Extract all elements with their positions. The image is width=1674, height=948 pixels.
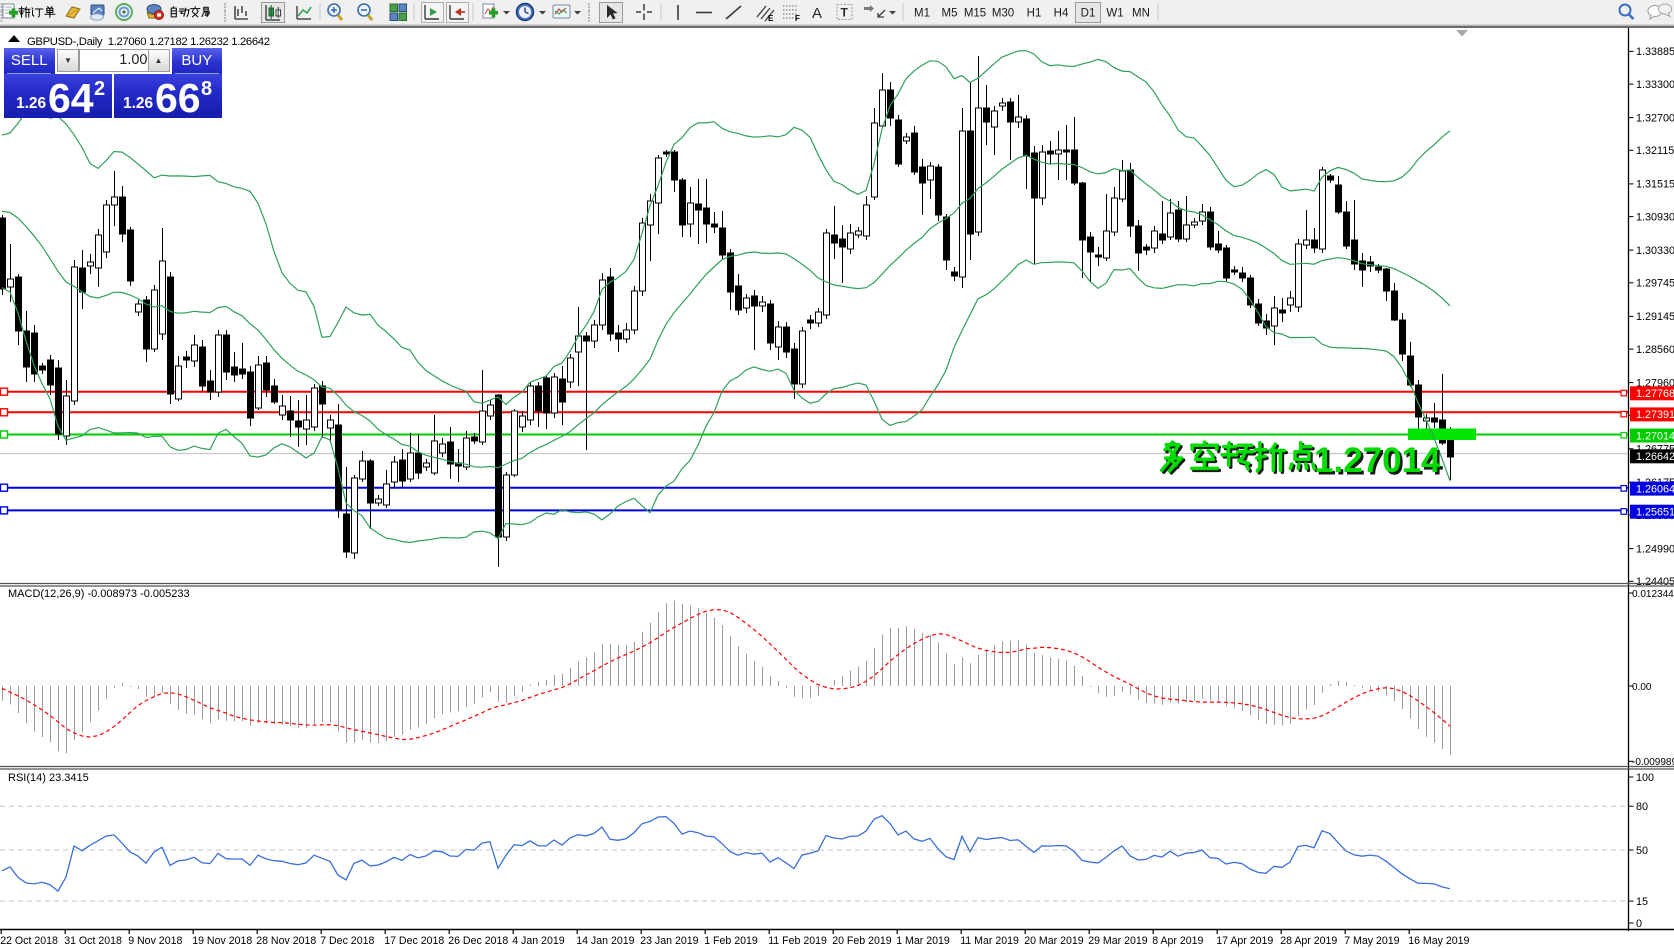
svg-text:20 Feb 2019: 20 Feb 2019	[832, 935, 892, 947]
svg-text:0.00: 0.00	[1632, 682, 1652, 693]
svg-text:1.30930: 1.30930	[1636, 211, 1674, 223]
svg-text:1 Mar 2019: 1 Mar 2019	[896, 935, 950, 947]
svg-text:23 Jan 2019: 23 Jan 2019	[640, 935, 698, 947]
svg-text:1.27768: 1.27768	[1636, 388, 1674, 400]
svg-text:A: A	[812, 5, 822, 22]
svg-text:9 Nov 2018: 9 Nov 2018	[128, 935, 182, 947]
svg-text:4 Jan 2019: 4 Jan 2019	[512, 935, 565, 947]
svg-text:1.33300: 1.33300	[1636, 79, 1674, 91]
svg-text:1.29145: 1.29145	[1636, 311, 1674, 323]
svg-text:GBPUSD-,Daily 1.27060 1.27182: GBPUSD-,Daily 1.27060 1.27182 1.26232 1.…	[27, 36, 270, 48]
svg-text:H4: H4	[1054, 8, 1069, 20]
svg-text:100: 100	[1636, 772, 1654, 784]
svg-text:1.29745: 1.29745	[1636, 278, 1674, 290]
svg-text:1.27014: 1.27014	[1317, 444, 1444, 483]
svg-text:MN: MN	[1132, 8, 1150, 20]
svg-text:80: 80	[1636, 801, 1648, 813]
svg-text:M30: M30	[992, 8, 1014, 20]
svg-text:20 Mar 2019: 20 Mar 2019	[1024, 935, 1084, 947]
svg-text:0: 0	[1636, 918, 1642, 930]
svg-text:31 Oct 2018: 31 Oct 2018	[64, 935, 122, 947]
svg-text:F: F	[795, 14, 800, 23]
svg-text:H1: H1	[1027, 8, 1042, 20]
svg-text:T: T	[841, 6, 849, 20]
svg-text:1 Feb 2019: 1 Feb 2019	[704, 935, 758, 947]
svg-text:1.27391: 1.27391	[1636, 409, 1674, 421]
svg-text:1.31515: 1.31515	[1636, 179, 1674, 191]
svg-text:1.24990: 1.24990	[1636, 543, 1674, 555]
svg-text:RSI(14) 23.3415: RSI(14) 23.3415	[8, 772, 89, 784]
svg-text:11 Mar 2019: 11 Mar 2019	[960, 935, 1019, 947]
svg-text:1.32700: 1.32700	[1636, 112, 1674, 124]
svg-text:1.27014: 1.27014	[1314, 441, 1441, 480]
svg-text:1.33885: 1.33885	[1636, 46, 1674, 58]
svg-text:17 Apr 2019: 17 Apr 2019	[1216, 935, 1273, 947]
svg-text:16 May 2019: 16 May 2019	[1408, 935, 1469, 947]
svg-text:1.26064: 1.26064	[1636, 483, 1674, 495]
svg-text:22 Oct 2018: 22 Oct 2018	[0, 935, 58, 947]
svg-text:14 Jan 2019: 14 Jan 2019	[576, 935, 634, 947]
svg-text:1.27014: 1.27014	[1636, 430, 1674, 442]
svg-text:MACD(12,26,9) -0.008973 -0.005: MACD(12,26,9) -0.008973 -0.005233	[8, 588, 190, 600]
svg-text:15: 15	[1636, 896, 1648, 908]
svg-text:E: E	[768, 14, 774, 23]
svg-text:8 Apr 2019: 8 Apr 2019	[1152, 935, 1203, 947]
svg-text:D1: D1	[1081, 8, 1096, 20]
svg-text:19 Nov 2018: 19 Nov 2018	[192, 935, 252, 947]
svg-text:W1: W1	[1106, 8, 1123, 20]
svg-text:1.30330: 1.30330	[1636, 245, 1674, 257]
svg-text:26 Dec 2018: 26 Dec 2018	[448, 935, 508, 947]
svg-text:50: 50	[1636, 845, 1648, 857]
svg-text:28 Nov 2018: 28 Nov 2018	[256, 935, 316, 947]
svg-text:1.32115: 1.32115	[1636, 145, 1674, 157]
svg-text:1.26642: 1.26642	[1636, 451, 1674, 463]
svg-text:29 Mar 2019: 29 Mar 2019	[1088, 935, 1148, 947]
svg-text:M1: M1	[914, 8, 930, 20]
svg-text:0.012344: 0.012344	[1632, 589, 1674, 600]
svg-text:7 May 2019: 7 May 2019	[1344, 935, 1399, 947]
svg-text:1.28560: 1.28560	[1636, 344, 1674, 356]
svg-text:1.24405: 1.24405	[1636, 576, 1674, 588]
svg-text:M15: M15	[964, 8, 986, 20]
svg-text:-0.009989: -0.009989	[1632, 757, 1674, 768]
svg-text:7 Dec 2018: 7 Dec 2018	[320, 935, 374, 947]
svg-text:1.25651: 1.25651	[1636, 507, 1674, 519]
svg-text:11 Feb 2019: 11 Feb 2019	[768, 935, 827, 947]
svg-text:28 Apr 2019: 28 Apr 2019	[1280, 935, 1337, 947]
svg-text:17 Dec 2018: 17 Dec 2018	[384, 935, 444, 947]
svg-text:M5: M5	[942, 8, 958, 20]
